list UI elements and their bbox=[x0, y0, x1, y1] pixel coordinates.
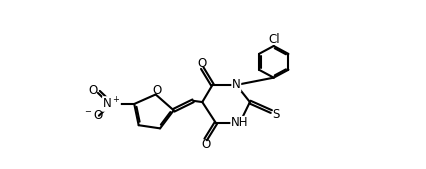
Text: Cl: Cl bbox=[267, 33, 279, 46]
Text: O: O bbox=[153, 84, 161, 97]
Text: O: O bbox=[197, 57, 207, 70]
Text: S: S bbox=[272, 108, 279, 121]
Text: O: O bbox=[201, 138, 210, 151]
Text: N: N bbox=[231, 78, 240, 91]
Text: $^-$O: $^-$O bbox=[83, 109, 104, 122]
Text: N$^+$: N$^+$ bbox=[102, 96, 121, 112]
Text: O: O bbox=[89, 84, 98, 98]
Text: NH: NH bbox=[230, 116, 248, 129]
